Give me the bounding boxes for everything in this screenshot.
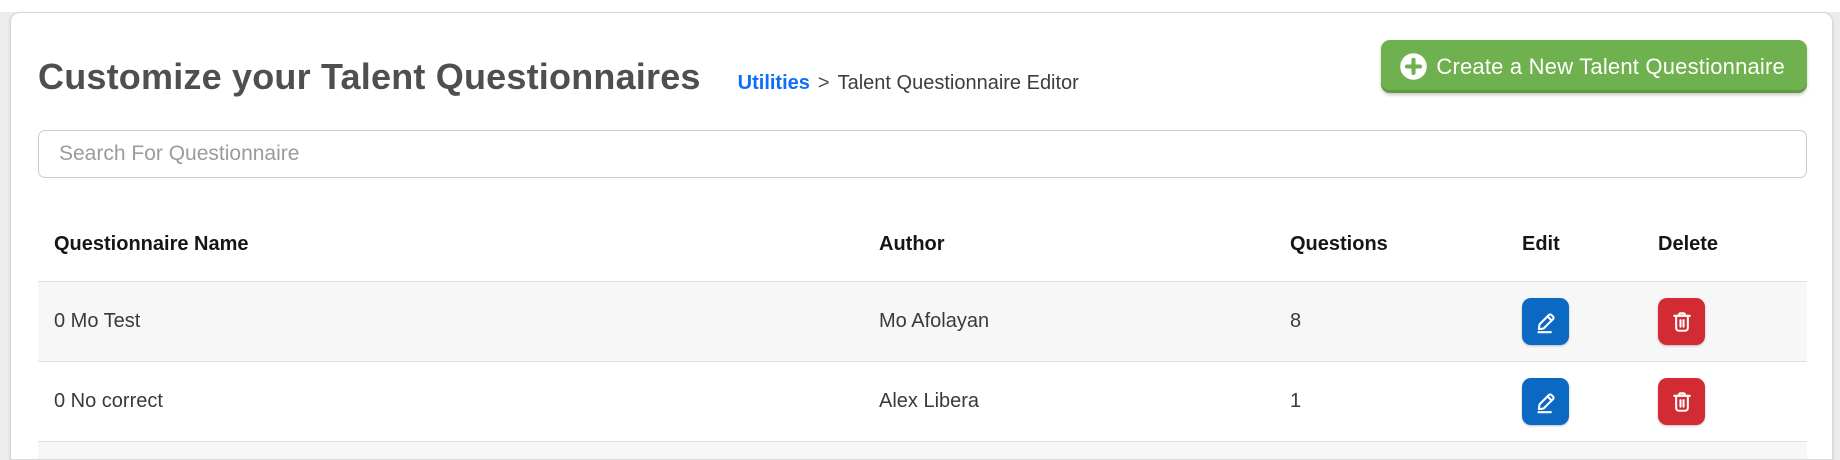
column-header-delete: Delete	[1658, 233, 1719, 255]
table-row: 0 Mo Test Mo Afolayan 8	[38, 281, 1807, 361]
breadcrumb-current: Talent Questionnaire Editor	[837, 72, 1079, 94]
pencil-icon	[1533, 309, 1559, 335]
questions-count-cell: 8	[1290, 310, 1302, 332]
author-cell: Mo Afolayan	[879, 310, 990, 332]
breadcrumb: Utilities > Talent Questionnaire Editor	[738, 72, 1079, 95]
breadcrumb-separator: >	[817, 72, 830, 94]
create-button-label: Create a New Talent Questionnaire	[1436, 53, 1785, 79]
delete-button[interactable]	[1658, 378, 1705, 425]
questionnaire-editor-card: Customize your Talent Questionnaires Uti…	[10, 12, 1833, 460]
edit-button[interactable]	[1522, 298, 1569, 345]
column-header-edit: Edit	[1522, 233, 1560, 255]
delete-button[interactable]	[1658, 298, 1705, 345]
pencil-icon	[1533, 389, 1559, 415]
column-header-questions: Questions	[1290, 233, 1388, 255]
table-header-row: Questionnaire Name Author Questions Edit…	[38, 208, 1807, 281]
author-cell: Alex Libera	[879, 390, 980, 412]
questions-count-cell: 1	[1290, 390, 1302, 412]
column-header-author: Author	[879, 233, 945, 255]
questionnaire-table: Questionnaire Name Author Questions Edit…	[38, 208, 1807, 459]
trash-icon	[1669, 389, 1695, 415]
top-bar	[0, 0, 1840, 12]
edit-button[interactable]	[1522, 378, 1569, 425]
card-header: Customize your Talent Questionnaires Uti…	[38, 13, 1807, 100]
table-row-partial	[38, 441, 1807, 459]
page-title: Customize your Talent Questionnaires	[38, 56, 701, 97]
create-questionnaire-button[interactable]: Create a New Talent Questionnaire	[1381, 40, 1807, 93]
questionnaire-name-cell: 0 No correct	[54, 390, 163, 412]
plus-circle-icon	[1399, 52, 1428, 81]
table-row: 0 No correct Alex Libera 1	[38, 361, 1807, 441]
search-input[interactable]	[38, 130, 1807, 178]
breadcrumb-link-utilities[interactable]: Utilities	[737, 72, 810, 94]
trash-icon	[1669, 309, 1695, 335]
column-header-name: Questionnaire Name	[54, 233, 249, 255]
questionnaire-name-cell: 0 Mo Test	[54, 310, 141, 332]
title-line: Customize your Talent Questionnaires Uti…	[38, 53, 1807, 100]
